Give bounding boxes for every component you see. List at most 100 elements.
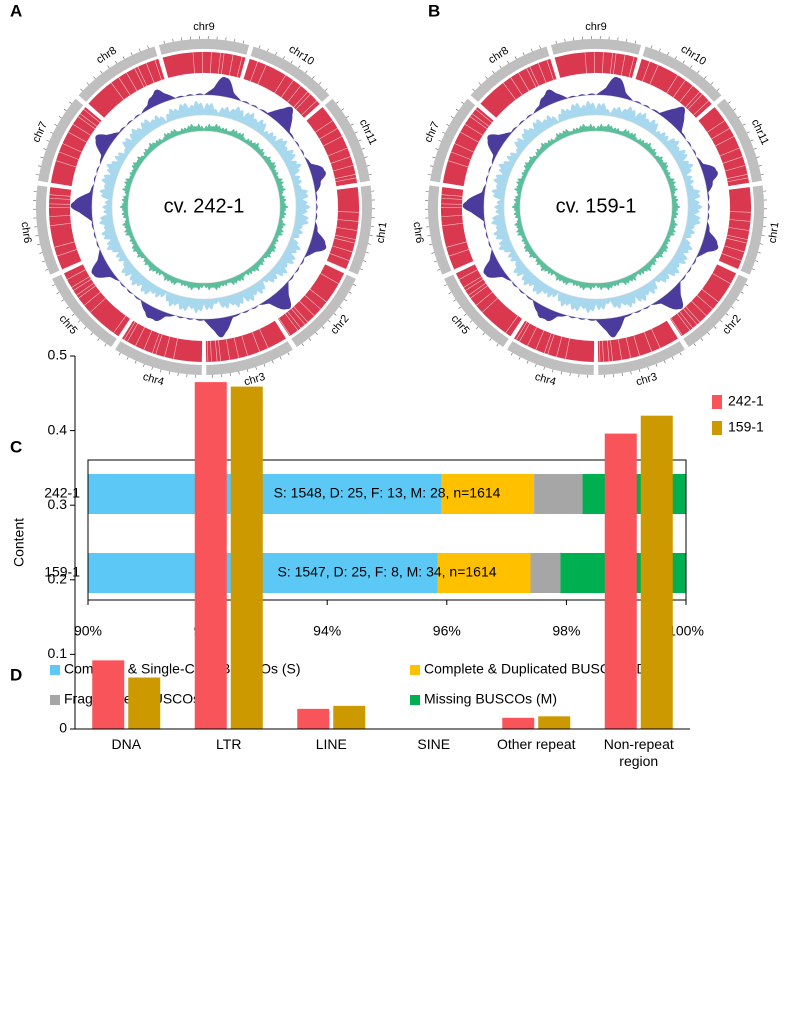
scale-tick [485,76,488,80]
snp-stripe [610,52,613,74]
snp-stripe [464,123,483,136]
scale-tick [134,360,137,364]
scale-tick [56,291,60,294]
snp-stripe [291,308,306,325]
snp-stripe [250,61,258,82]
scale-tick [429,165,434,167]
x-label-box: Other repeat [496,736,576,752]
scale-tick [489,338,492,341]
chromosome-band [550,39,642,55]
bar-segment [534,474,583,514]
snp-stripe [323,136,343,147]
chromosome-label: chr4 [533,371,557,389]
snp-stripe [225,339,231,360]
scale-tick [366,165,370,167]
legend-swatch [410,695,420,705]
scale-tick [354,131,358,134]
snp-stripe [78,285,96,299]
chromosome-label: chr9 [585,21,606,33]
scale-tick [731,306,734,309]
snp-stripe [50,222,72,227]
snp-stripe [259,328,269,349]
scale-tick [163,40,165,44]
scale-tick [746,131,750,134]
snp-stripe [556,336,563,357]
scale-tick [514,56,517,60]
scale-tick [707,332,710,335]
scale-tick [716,88,720,91]
snp-stripe [49,197,71,200]
chromosome-band [78,46,158,102]
x-tick-label: DNA [111,736,142,752]
scale-tick [435,148,439,150]
scale-tick [350,123,354,126]
snp-stripe [83,109,101,123]
snp-stripe [728,227,750,231]
scale-tick [301,343,304,347]
scale-tick [305,70,308,74]
snp-stripe [480,103,497,119]
bar [333,705,366,729]
scale-tick [83,326,87,330]
scale-tick [704,76,707,79]
bar [640,415,673,729]
chromosome-label: chr3 [243,371,267,389]
x-tick-label: Non-repeat region [603,736,674,769]
snp-stripe [685,306,700,323]
snp-stripe [565,338,570,360]
scale-tick [321,326,325,329]
bar-segment [441,474,535,514]
snp-stripe [701,288,719,303]
snp-stripe [334,237,355,244]
scale-tick [367,243,371,245]
snp-stripe [441,194,463,197]
snp-stripe [126,72,138,92]
snp-stripe [326,260,347,270]
scale-tick [753,147,757,150]
bar-segment [437,553,531,593]
chromosome-label: chr2 [720,313,743,337]
scale-tick [655,363,658,367]
chromosome-band [206,341,293,375]
snp-stripe [502,82,517,100]
snp-density-band [278,264,345,337]
scale-tick [682,60,685,64]
scale-tick [752,268,756,271]
snp-stripe [152,333,160,354]
scale-tick [358,139,362,142]
snp-density-band [514,320,595,362]
snp-stripe [518,72,530,92]
scale-tick [719,319,723,323]
scale-tick [518,356,521,360]
scale-tick [66,306,70,309]
scale-tick [756,156,760,158]
snp-stripe [134,68,145,88]
scale-tick [360,268,364,271]
scale-tick [107,65,110,69]
scale-tick [564,38,566,42]
snp-stripe [465,278,484,291]
scale-tick [46,139,50,142]
x-tick-label: Other repeat [496,736,576,752]
snp-stripe [71,276,90,288]
snp-stripe [84,291,101,306]
snp-stripe [447,160,469,168]
scale-tick [534,363,537,367]
chromosome-label: chr6 [18,221,33,244]
scale-tick [234,38,236,42]
scale-tick [71,313,75,316]
snp-stripe [164,336,171,357]
x-tick-label: LTR [216,736,242,752]
scale-tick [539,45,541,49]
scale-tick [298,65,301,69]
scale-tick [671,356,674,360]
snp-stripe [127,323,138,342]
category-label: 159-1 [44,564,80,580]
scale-tick [758,165,762,167]
chromosome-band [250,46,330,102]
chromosome-band [716,98,762,183]
snp-stripe [441,215,463,217]
snp-stripe [529,66,540,86]
scale-tick [438,139,442,142]
scale-tick [526,360,529,364]
